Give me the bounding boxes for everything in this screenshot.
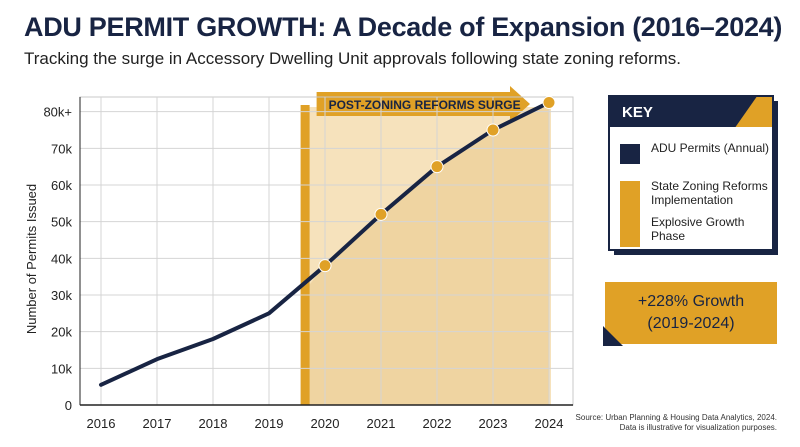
surge-area (302, 102, 549, 405)
chart-subtitle: Tracking the surge in Accessory Dwelling… (24, 49, 681, 68)
legend-header-accent (734, 97, 772, 127)
data-point-marker (486, 123, 500, 137)
reform-implementation-bar (300, 105, 310, 405)
growth-callout-period: (2019-2024) (647, 315, 735, 332)
data-point-marker (542, 96, 556, 109)
source-line: Source: Urban Planning & Housing Data An… (575, 413, 777, 422)
axis-layer (79, 97, 573, 406)
legend-swatch-permits (620, 144, 640, 164)
x-tick-label: 2021 (367, 416, 396, 431)
data-point-marker (318, 259, 332, 273)
y-tick-label: 30k (51, 288, 72, 303)
legend-label-reforms: State Zoning Reforms Implementation (651, 179, 768, 207)
y-tick-label: 70k (51, 141, 72, 156)
growth-callout-background (605, 282, 777, 344)
x-tick-label: 2017 (143, 416, 172, 431)
legend: KEY ADU Permits (Annual) State Zoning Re… (608, 95, 778, 255)
growth-callout-corner (603, 326, 623, 346)
y-tick-label: 50k (51, 215, 72, 230)
legend-swatch-reforms (620, 181, 640, 247)
data-point-marker (430, 160, 444, 174)
surge-label: POST-ZONING REFORMS SURGE (329, 98, 521, 112)
legend-title: KEY (622, 104, 653, 121)
grid-layer (79, 96, 574, 406)
legend-box: KEY ADU Permits (Annual) State Zoning Re… (608, 95, 774, 251)
x-tick-label: 2022 (423, 416, 452, 431)
x-tick-label: 2016 (87, 416, 116, 431)
surge-layer (300, 86, 551, 405)
label-layer: 0 10k 20k 30k 40k 50k 60k 70k 80k+ 2016 2017 2018 20… (24, 98, 563, 431)
y-tick-label: 0 (65, 398, 72, 413)
data-point-marker (374, 207, 388, 221)
x-tick-label: 2018 (199, 416, 228, 431)
legend-label-permits: ADU Permits (Annual) (651, 141, 770, 155)
y-tick-label: 60k (51, 178, 72, 193)
y-tick-label: 20k (51, 325, 72, 340)
x-tick-label: 2023 (479, 416, 508, 431)
series-layer (99, 96, 556, 387)
legend-label-growth-phase: Explosive Growth Phase (651, 215, 745, 243)
source-note: Source: Urban Planning & Housing Data An… (576, 413, 777, 433)
growth-callout-value: +228% Growth (637, 293, 745, 310)
y-tick-label: 40k (51, 251, 72, 266)
growth-callout: +228% Growth (2019-2024) (603, 282, 777, 346)
line-chart: 0 10k 20k 30k 40k 50k 60k 70k 80k+ 2016 2017 2018 20… (24, 86, 574, 431)
y-tick-label: 10k (51, 361, 72, 376)
y-axis-title: Number of Permits Issued (24, 184, 39, 334)
x-tick-label: 2020 (311, 416, 340, 431)
legend-header: KEY (610, 97, 772, 127)
x-tick-label: 2019 (255, 416, 284, 431)
chart-title: ADU PERMIT GROWTH: A Decade of Expansion… (24, 12, 783, 42)
y-tick-label: 80k+ (43, 105, 72, 120)
x-tick-label: 2024 (535, 416, 564, 431)
surge-arrow (316, 86, 530, 122)
source-disclaimer: Data is illustrative for visualization p… (619, 423, 777, 432)
